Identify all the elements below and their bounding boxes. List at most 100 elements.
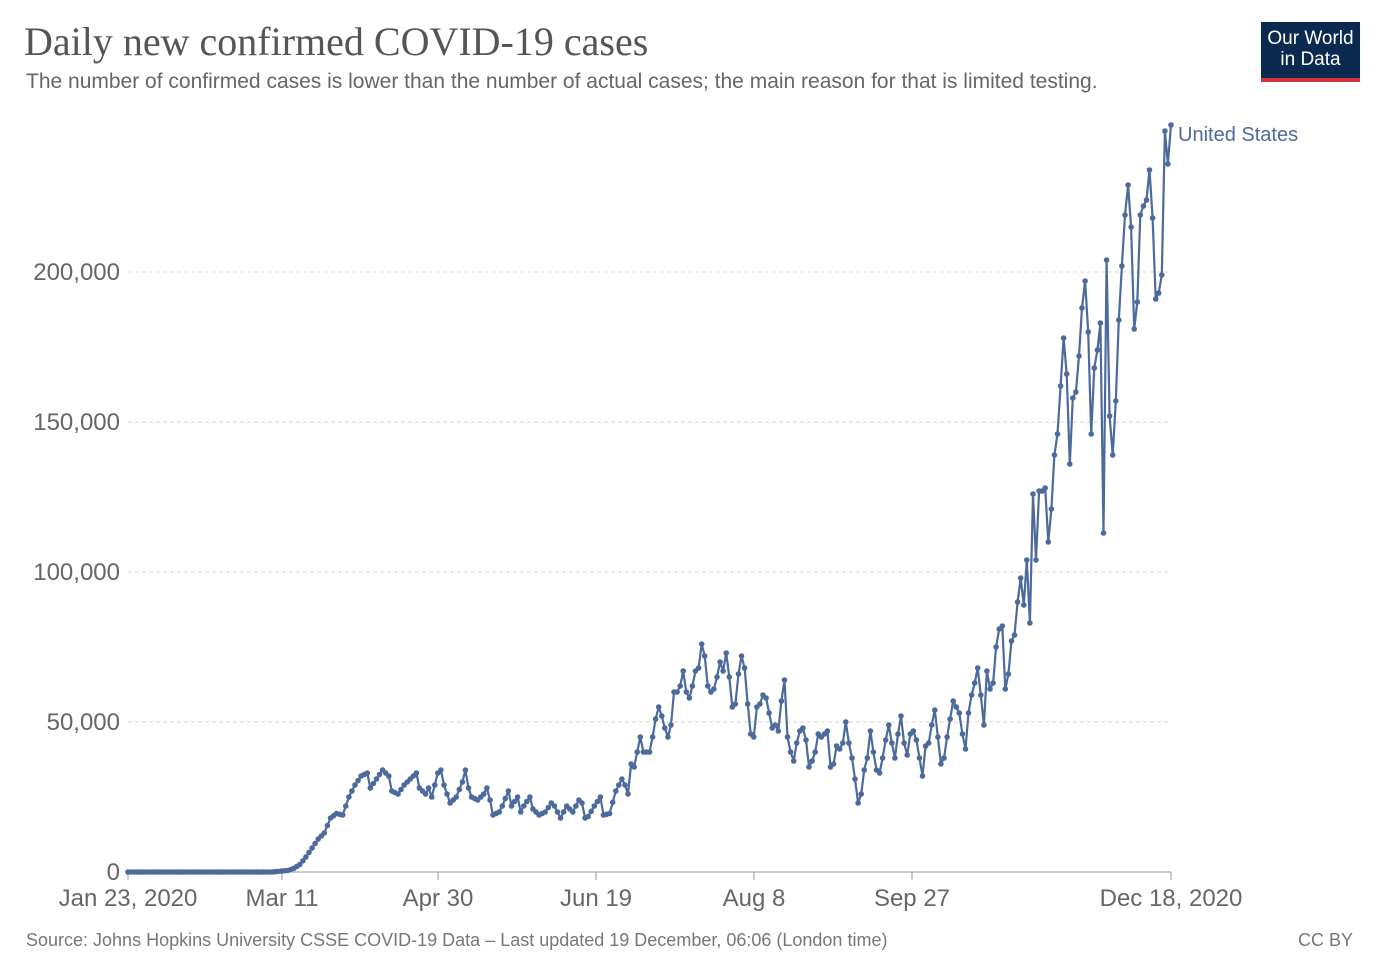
logo-line-1: Our World	[1267, 28, 1354, 49]
data-point	[879, 755, 886, 761]
source-note: Source: Johns Hopkins University CSSE CO…	[26, 930, 888, 950]
data-point	[422, 791, 429, 797]
data-point	[616, 782, 622, 788]
data-point	[751, 734, 757, 740]
data-point	[1140, 203, 1147, 209]
y-tick-label: 0	[107, 859, 120, 886]
data-point	[502, 795, 509, 802]
owid-logo[interactable]: Our World in Data	[1261, 22, 1360, 82]
data-point	[1048, 506, 1055, 512]
data-point	[496, 809, 503, 815]
data-point	[484, 785, 490, 791]
data-point	[321, 830, 328, 836]
data-point	[947, 716, 953, 722]
data-point	[1106, 413, 1113, 419]
data-point	[886, 722, 892, 728]
data-point	[757, 701, 763, 707]
data-point	[1097, 320, 1104, 326]
data-point	[554, 809, 561, 815]
data-point	[1027, 620, 1033, 626]
data-point	[711, 686, 717, 692]
data-point	[373, 776, 380, 782]
data-point	[441, 782, 447, 788]
data-point	[999, 623, 1006, 629]
data-point	[925, 740, 932, 746]
data-point	[1134, 299, 1141, 305]
data-point	[793, 740, 800, 746]
series-line-united-states	[128, 124, 1173, 874]
data-point	[514, 794, 521, 800]
data-point	[867, 728, 874, 734]
x-tick-label: Apr 30	[403, 885, 474, 912]
data-point	[849, 755, 855, 761]
data-point	[520, 803, 527, 809]
data-point	[487, 797, 493, 803]
data-point	[950, 698, 956, 704]
data-point	[625, 791, 631, 797]
data-point	[309, 845, 315, 851]
data-point	[517, 809, 524, 815]
data-point	[717, 659, 723, 665]
data-point	[346, 794, 352, 800]
data-point	[806, 764, 812, 770]
data-point	[597, 794, 604, 800]
data-point	[861, 767, 867, 773]
data-point	[1060, 335, 1067, 341]
data-point	[830, 761, 837, 767]
data-point	[428, 794, 435, 800]
data-point	[944, 734, 950, 740]
data-point	[1143, 197, 1150, 203]
data-point	[928, 722, 935, 728]
data-point	[588, 808, 594, 815]
data-point	[705, 683, 711, 689]
data-point	[723, 650, 729, 656]
data-point	[1125, 182, 1131, 188]
data-point	[686, 695, 693, 701]
data-point	[974, 665, 981, 671]
data-point	[386, 773, 392, 779]
data-point	[1042, 485, 1048, 491]
data-point	[1051, 452, 1058, 458]
data-point	[913, 737, 920, 743]
data-point	[324, 822, 331, 829]
data-point	[306, 849, 312, 856]
data-point	[560, 809, 567, 815]
data-point	[1073, 389, 1079, 395]
data-point	[1054, 431, 1061, 437]
data-point	[1005, 671, 1012, 677]
data-point	[613, 788, 619, 794]
license-link[interactable]: CC BY	[1298, 930, 1354, 950]
data-point	[1082, 278, 1088, 284]
data-point	[1085, 329, 1091, 335]
y-tick-label: 100,000	[33, 559, 120, 586]
data-point	[1162, 128, 1168, 134]
data-point	[889, 740, 895, 746]
data-point	[766, 710, 772, 716]
data-point	[637, 734, 644, 740]
series-label-united-states[interactable]: United States	[1178, 124, 1298, 146]
data-point	[956, 710, 963, 716]
data-point	[904, 752, 910, 758]
data-point	[649, 734, 656, 740]
data-point	[784, 734, 791, 740]
data-point	[895, 731, 901, 737]
data-point	[339, 812, 346, 818]
data-point	[1168, 122, 1174, 128]
data-point	[456, 786, 463, 793]
data-point	[836, 746, 843, 752]
data-point	[800, 725, 806, 731]
data-point	[1100, 530, 1107, 536]
data-point	[1045, 539, 1052, 545]
data-point	[968, 692, 975, 698]
data-point	[668, 722, 674, 728]
data-point	[781, 677, 788, 683]
data-point	[551, 803, 558, 809]
x-tick-label: Mar 11	[246, 885, 319, 912]
data-point	[910, 728, 917, 734]
data-point	[1008, 638, 1015, 644]
data-point	[609, 799, 616, 806]
data-point	[993, 644, 999, 650]
data-point	[1131, 326, 1137, 332]
data-point	[355, 777, 361, 784]
